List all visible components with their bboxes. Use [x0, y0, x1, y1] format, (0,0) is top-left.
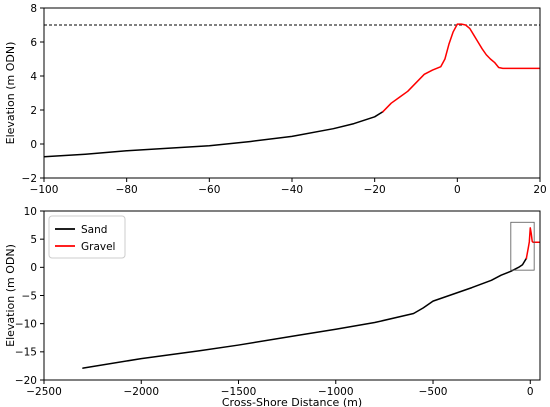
p1-y-axis-label: Elevation (m ODN) [4, 244, 17, 347]
p0-plot-area [44, 23, 540, 158]
p0-series-line-1 [382, 23, 540, 113]
p1-y-tick-label: −5 [22, 290, 37, 302]
p0-x-tick-label: −20 [364, 184, 386, 196]
p1-x-axis-label: Cross-Shore Distance (m) [222, 396, 362, 407]
p1-plot-area [82, 221, 540, 369]
p0-y-tick-label: 2 [30, 105, 37, 117]
p1-x-tick-label: −2500 [26, 386, 62, 398]
p1-y-tick-label: −10 [15, 318, 37, 330]
p1-y-tick-label: −20 [15, 375, 37, 387]
p0-x-tick-label: −100 [30, 184, 59, 196]
p0-series-line-0 [44, 110, 384, 158]
p0-y-tick-label: 4 [30, 71, 37, 83]
p0-y-tick-label: −2 [22, 173, 37, 185]
p1-legend-label-gravel: Gravel [81, 241, 115, 253]
p1-y-tick-label: −15 [15, 347, 37, 359]
p1-x-tick-label: −500 [419, 386, 448, 398]
p1-x-tick-label: −1500 [221, 386, 257, 398]
p1-legend-box [48, 215, 126, 259]
p0-y-axis-label: Elevation (m ODN) [4, 42, 17, 145]
p1-series-line-sand [82, 257, 528, 369]
p0-x-tick-label: 20 [533, 184, 546, 196]
p1-legend-label-sand: Sand [81, 224, 107, 236]
p0-x-tick-label: −40 [281, 184, 303, 196]
p1-y-tick-label: 0 [30, 262, 37, 274]
p1-inset-box [510, 221, 535, 271]
p0-x-tick-label: −80 [116, 184, 138, 196]
p1-y-tick-label: 5 [30, 234, 37, 246]
p1-y-tick-label: 10 [24, 206, 37, 218]
p1-x-tick-label: 0 [527, 386, 534, 398]
p0-axes-frame [43, 7, 541, 179]
p0-x-tick-label: 0 [454, 184, 461, 196]
p0-y-tick-label: 0 [30, 139, 37, 151]
p1-series-line-gravel [525, 227, 540, 260]
bottom-panel: −2500 −2000 −1500 −1000 −500 0 −20 −15 −10 −5 0 5 10… [4, 206, 541, 407]
p0-x-tick-label: −60 [198, 184, 220, 196]
p1-x-tick-label: −2000 [123, 386, 159, 398]
p1-x-tick-label: −1000 [318, 386, 354, 398]
p0-y-tick-label: 8 [30, 3, 37, 15]
p0-y-tick-label: 6 [30, 37, 37, 49]
